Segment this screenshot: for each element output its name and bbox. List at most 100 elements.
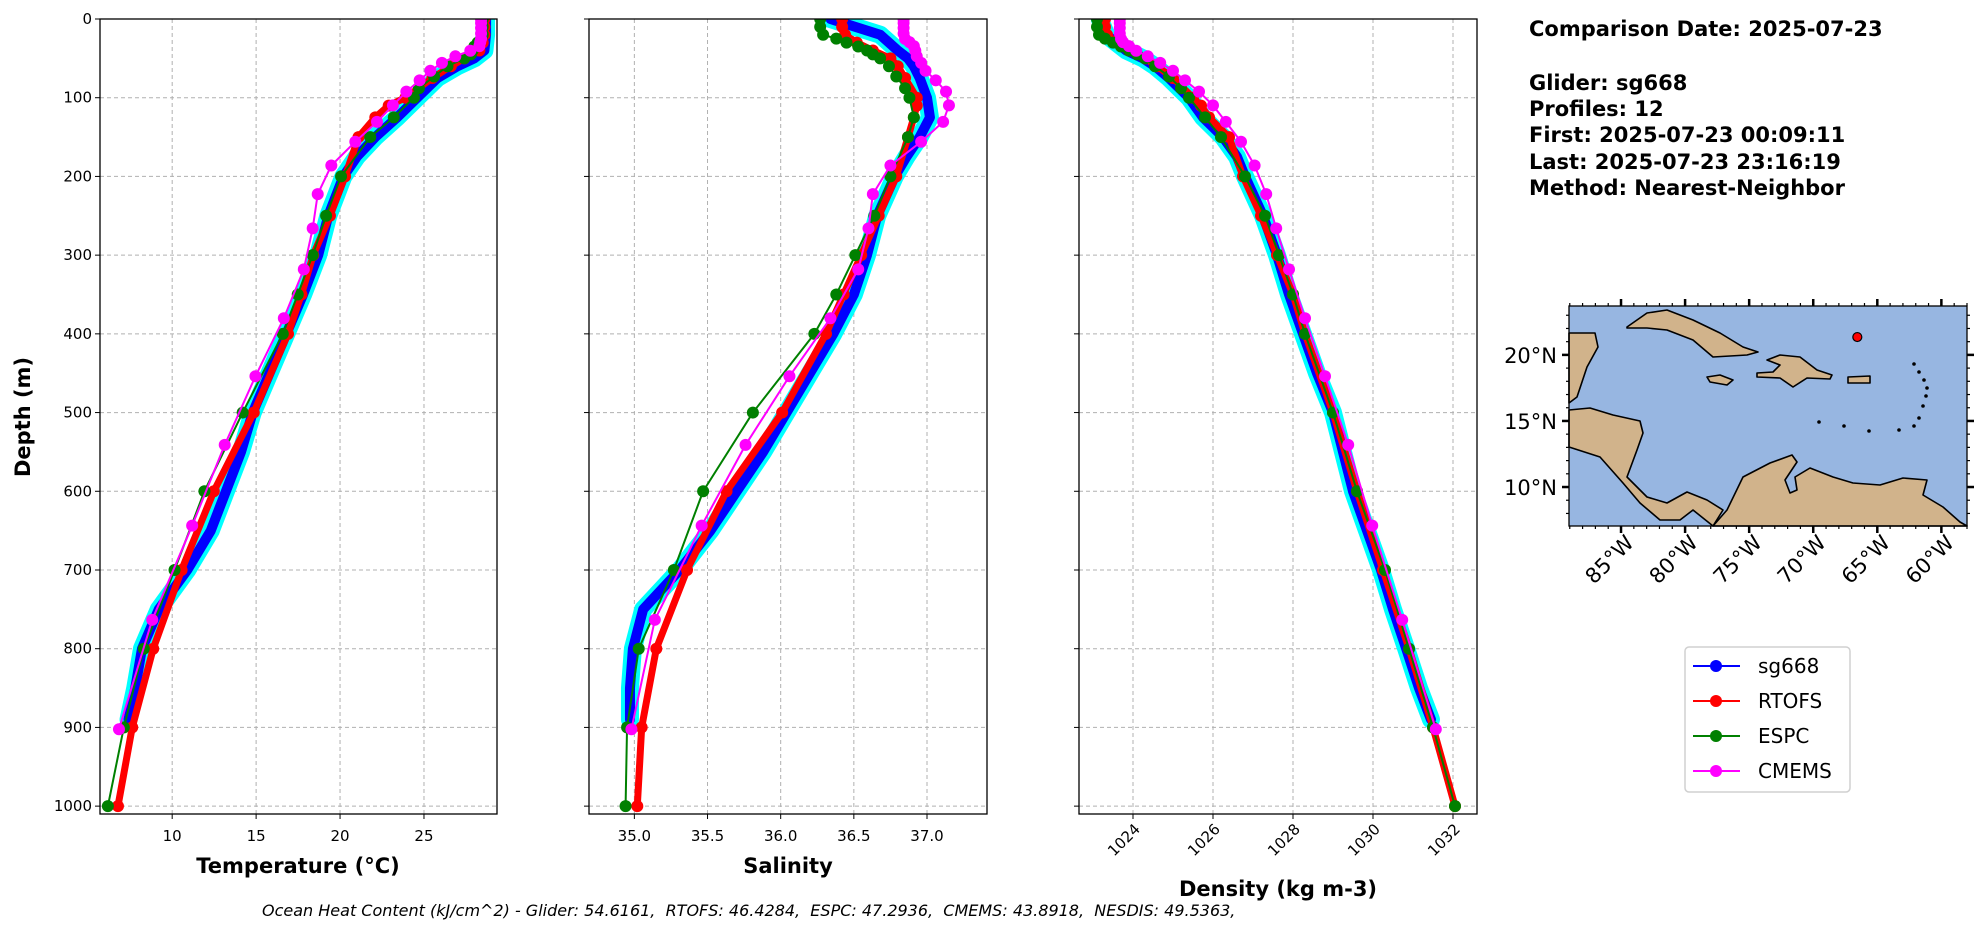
data-point-espc: [667, 563, 680, 576]
data-point-cmems: [929, 74, 942, 87]
data-point-cmems: [1235, 135, 1247, 148]
data-point-espc: [364, 131, 377, 144]
x-tick-label: 1030: [1344, 820, 1384, 860]
data-point-cmems: [1283, 263, 1295, 276]
legend-frame: [1684, 646, 1851, 793]
island: [1924, 394, 1928, 398]
data-point-cmems: [1130, 44, 1143, 57]
salinity-axis-label: Salinity: [743, 854, 833, 878]
legend-marker-sg668: [1710, 660, 1722, 672]
data-point-cmems: [1429, 723, 1442, 736]
data-point-cmems: [1154, 56, 1167, 69]
map-lat-label: 10°N: [1504, 476, 1557, 500]
data-point-espc: [1239, 170, 1251, 183]
x-tick-label: 15: [247, 827, 266, 845]
data-point-espc: [276, 327, 289, 340]
y-tick-label: 800: [63, 640, 92, 658]
method: Method: Nearest-Neighbor: [1529, 176, 1846, 200]
map-lon-label: 65°W: [1837, 530, 1895, 588]
data-point-espc: [890, 70, 903, 83]
data-point-rtofs: [820, 327, 833, 340]
series-line-sg668: [123, 19, 492, 725]
island: [1925, 386, 1929, 390]
data-point-cmems: [1248, 159, 1261, 172]
data-point-cmems: [311, 188, 324, 201]
map-frame: [1568, 305, 1968, 527]
data-point-cmems: [884, 159, 897, 172]
x-tick-label: 10: [163, 827, 182, 845]
data-point-espc: [101, 800, 114, 813]
density-panel: 1024 1026 1028 1030 1032: [1074, 18, 1478, 860]
data-point-cmems: [648, 613, 661, 626]
data-point-rtofs: [1195, 99, 1207, 112]
data-point-cmems: [937, 115, 950, 128]
data-point-espc: [830, 288, 843, 301]
data-point-cmems: [919, 64, 932, 77]
map-lat-label: 20°N: [1504, 344, 1557, 368]
data-point-cmems: [866, 188, 879, 201]
data-point-rtofs: [147, 642, 160, 655]
y-tick-label: 700: [63, 561, 92, 579]
data-point-espc: [882, 60, 895, 73]
density-series: [1090, 19, 1461, 813]
data-point-cmems: [1193, 85, 1205, 98]
data-point-espc: [849, 249, 862, 262]
island: [1922, 378, 1926, 382]
data-point-cmems: [186, 519, 199, 532]
y-tick-label: 400: [63, 325, 92, 343]
ocean-heat-content-footer: Ocean Heat Content (kJ/cm^2) - Glider: 5…: [262, 901, 1235, 920]
island: [1912, 362, 1916, 366]
data-point-cmems: [435, 56, 448, 69]
x-tick-label: 36.5: [837, 827, 870, 845]
data-point-cmems: [942, 99, 955, 112]
data-point-espc: [1183, 91, 1195, 104]
data-point-cmems: [1260, 188, 1273, 201]
data-point-espc: [817, 28, 830, 41]
data-point-espc: [697, 485, 710, 498]
salinity-panel: 35.0 35.5 36.0 36.5 37.0: [584, 18, 988, 845]
location-map: 85°W 80°W 75°W 70°W 65°W 60°W 10°N 15°N 20°N: [1504, 299, 1974, 589]
data-point-cmems: [1207, 99, 1219, 112]
data-point-rtofs: [635, 721, 648, 734]
data-point-rtofs: [207, 485, 220, 498]
info-block: Comparison Date: 2025-07-23 Glider: sg66…: [1529, 17, 1883, 200]
data-point-cmems: [413, 74, 426, 87]
series-line-sg668: [1094, 19, 1436, 725]
data-point-espc: [903, 91, 916, 104]
data-point-espc: [1199, 111, 1211, 124]
island: [1912, 424, 1916, 428]
data-point-cmems: [852, 263, 865, 276]
data-point-cmems: [464, 44, 477, 57]
data-point-rtofs: [631, 800, 644, 813]
x-tick-label: 36.0: [764, 827, 797, 845]
data-point-cmems: [1319, 370, 1331, 383]
data-point-cmems: [862, 222, 875, 235]
data-point-espc: [1351, 485, 1363, 498]
y-tick-label: 600: [63, 482, 92, 500]
data-point-rtofs: [776, 406, 789, 419]
map-lon-label: 60°W: [1901, 530, 1959, 588]
data-point-cmems: [424, 64, 437, 77]
data-point-espc: [746, 406, 759, 419]
island: [1897, 428, 1901, 432]
data-point-cmems: [249, 370, 262, 383]
data-point-cmems: [940, 85, 953, 98]
legend-marker-cmems: [1710, 765, 1722, 777]
data-point-rtofs: [126, 721, 139, 734]
data-point-espc: [387, 111, 400, 124]
temperature-panel: 10 15 20 25 0 100 200 300 400 500 600 700 800 900 1000: [54, 10, 498, 845]
data-point-cmems: [325, 159, 338, 172]
island: [1817, 420, 1821, 424]
data-point-espc: [907, 111, 920, 124]
series-line-cmems: [117, 19, 483, 731]
temperature-axis-label: Temperature (°C): [196, 854, 399, 878]
data-point-cmems: [824, 312, 837, 325]
data-point-espc: [901, 131, 914, 144]
data-point-cmems: [1299, 312, 1311, 325]
map-lat-label: 15°N: [1504, 410, 1557, 434]
legend-label-cmems: CMEMS: [1758, 759, 1832, 783]
data-point-cmems: [112, 723, 125, 736]
data-point-cmems: [297, 263, 310, 276]
data-point-espc: [320, 209, 333, 222]
